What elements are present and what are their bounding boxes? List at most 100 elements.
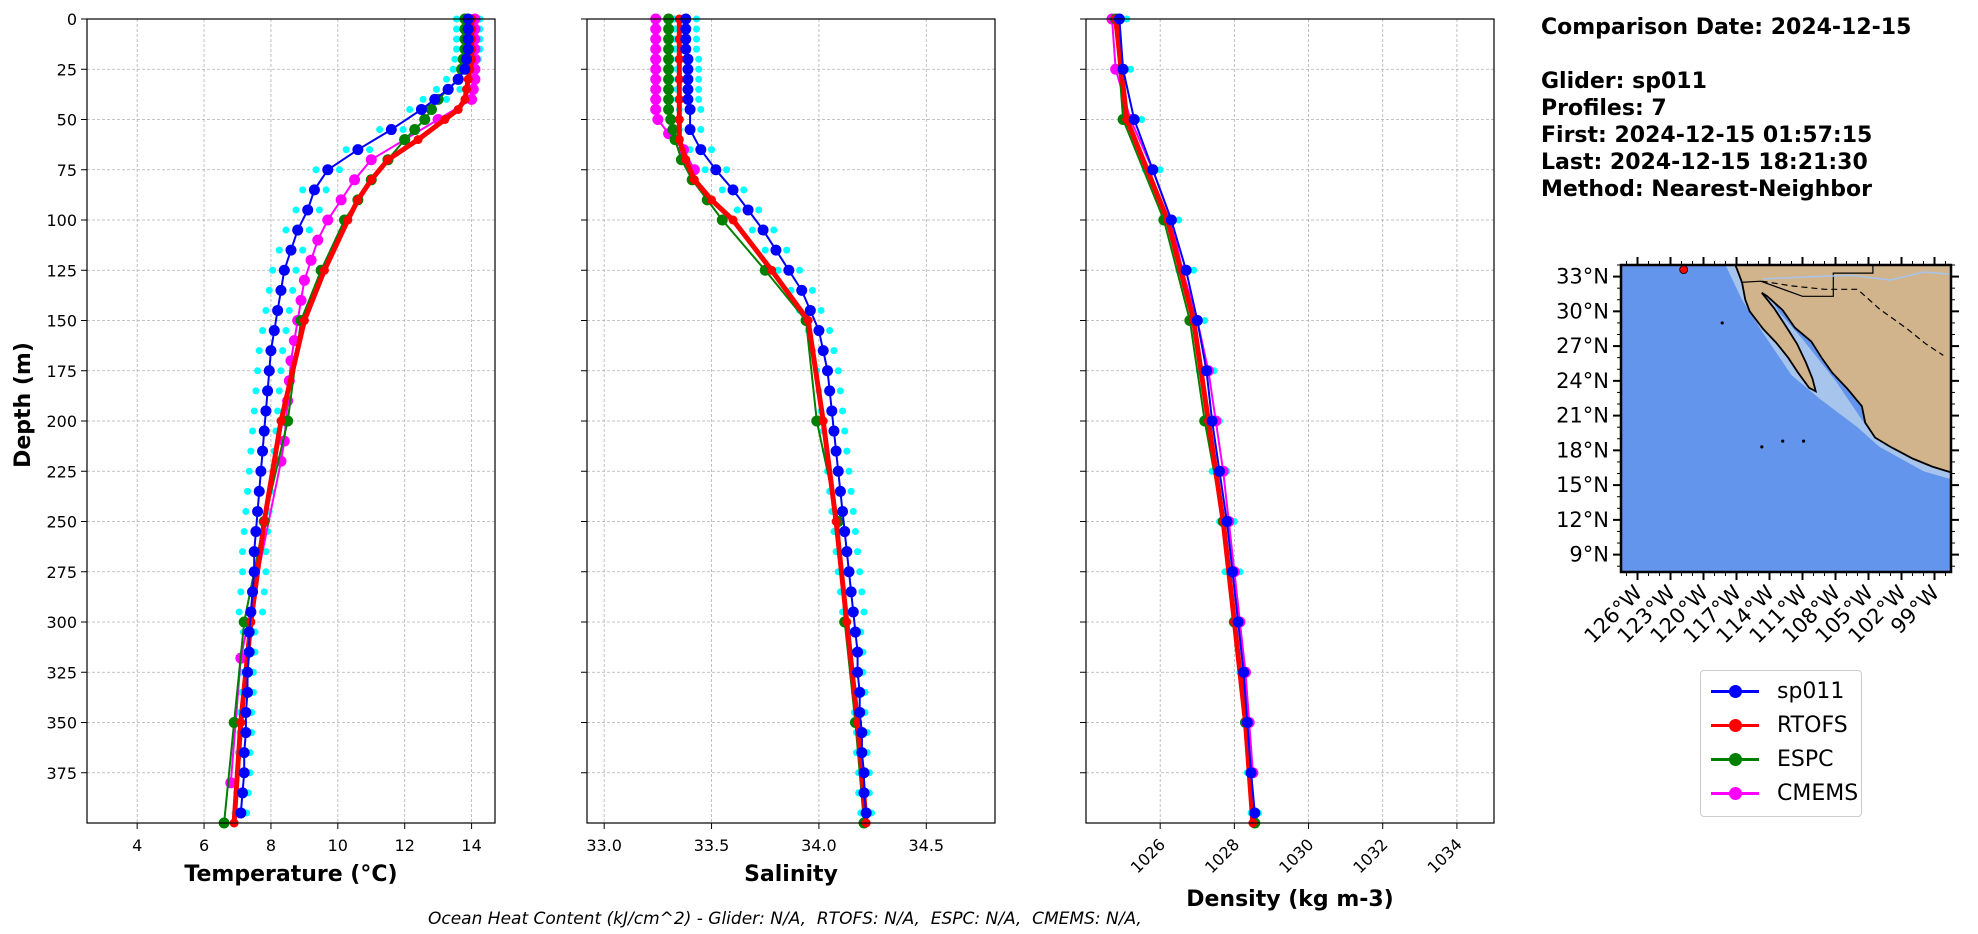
data-point-sp011	[1147, 164, 1159, 176]
x-tick-label: 33.5	[694, 836, 730, 855]
x-tick-label: 8	[266, 836, 276, 855]
salinity-panel: 33.0 33.5 34.0 34.5 Salinity	[581, 13, 996, 887]
data-point-sp011	[245, 606, 257, 618]
lat-label: 21°N	[1556, 404, 1609, 428]
glider-raw-point	[260, 588, 268, 596]
data-point-sp011	[742, 204, 754, 216]
y-tick-label: 225	[46, 462, 77, 481]
data-point-espc	[425, 103, 437, 115]
data-point-cmems	[652, 114, 664, 125]
data-point-cmems	[650, 73, 662, 85]
glider-raw-point	[289, 286, 297, 294]
series-line-cmems	[1111, 18, 1254, 773]
glider-raw-point	[1201, 317, 1209, 324]
temperature-panel: 4 6 8 10 12 14 0 25 50 75 100 125 150 175 200 225 250 275…	[46, 10, 496, 887]
glider-raw-point	[693, 45, 701, 53]
data-point-sp011	[849, 626, 861, 638]
glider-raw-point	[342, 146, 350, 154]
data-point-sp011	[1214, 465, 1226, 477]
data-point-sp011	[260, 405, 272, 417]
glider-raw-point	[305, 226, 313, 234]
data-point-sp011	[695, 144, 707, 156]
glider-raw-point	[247, 447, 255, 455]
glider-raw-point	[1127, 65, 1135, 73]
data-point-rtofs	[453, 104, 463, 114]
data-point-espc	[419, 114, 431, 125]
data-point-sp011	[278, 264, 290, 276]
y-tick-label: 0	[67, 10, 77, 29]
x-axis-label: Density (kg m-3)	[1186, 887, 1394, 912]
glider-raw-point	[399, 126, 407, 134]
data-point-sp011	[682, 93, 694, 105]
glider-raw-point	[315, 206, 323, 214]
data-point-cmems	[650, 83, 662, 95]
glider-raw-point	[239, 568, 247, 576]
island	[1781, 439, 1785, 443]
data-point-sp011	[452, 73, 464, 85]
axes-frame	[586, 18, 996, 824]
glider-raw-point	[693, 25, 701, 33]
data-point-sp011	[841, 546, 853, 558]
glider-raw-point	[697, 126, 705, 134]
data-point-rtofs	[681, 155, 691, 165]
glider-raw-point	[274, 407, 282, 415]
data-point-sp011	[680, 23, 692, 35]
glider-raw-point	[849, 507, 857, 515]
lat-label: 15°N	[1556, 473, 1609, 497]
glider-raw-point	[235, 608, 243, 616]
data-point-sp011	[1165, 214, 1177, 226]
data-point-rtofs	[707, 195, 717, 205]
data-point-rtofs	[674, 135, 684, 145]
data-point-sp011	[858, 787, 870, 799]
glider-raw-point	[693, 35, 701, 43]
data-point-espc	[663, 23, 675, 35]
data-point-sp011	[858, 767, 870, 779]
data-point-cmems	[650, 103, 662, 115]
data-point-sp011	[843, 566, 855, 578]
glider-raw-point	[242, 507, 250, 515]
lat-label: 30°N	[1556, 299, 1609, 323]
data-point-rtofs	[259, 517, 269, 526]
glider-raw-point	[796, 266, 804, 274]
glider-raw-point	[335, 166, 343, 174]
data-point-sp011	[682, 63, 694, 75]
glider-raw-point	[292, 266, 300, 274]
comparison-date: Comparison Date: 2024-12-15	[1541, 15, 1912, 40]
data-point-espc	[228, 717, 240, 728]
glider-raw-point	[834, 367, 842, 375]
data-point-sp011	[826, 405, 838, 417]
data-point-sp011	[385, 124, 397, 136]
island	[1760, 445, 1764, 449]
data-point-rtofs	[831, 517, 841, 526]
data-point-sp011	[240, 706, 252, 718]
data-point-rtofs	[674, 54, 684, 64]
data-point-sp011	[682, 73, 694, 85]
data-point-sp011	[824, 385, 836, 397]
x-tick-label: 6	[199, 836, 209, 855]
glider-raw-point	[856, 568, 864, 576]
glider-raw-point	[748, 226, 756, 234]
glider-raw-point	[366, 146, 374, 154]
y-tick-label: 25	[57, 60, 77, 79]
glider-raw-point	[282, 226, 290, 234]
glider-raw-point	[406, 105, 414, 113]
y-tick-label: 325	[46, 663, 77, 682]
data-point-espc	[238, 616, 250, 628]
data-point-sp011	[1221, 516, 1233, 527]
y-tick-label: 75	[57, 161, 77, 180]
x-axis-label: Temperature (°C)	[184, 862, 397, 887]
data-point-rtofs	[299, 316, 309, 325]
data-point-sp011	[804, 304, 816, 316]
data-point-sp011	[837, 505, 849, 517]
data-point-sp011	[302, 204, 314, 216]
glider-raw-point	[723, 166, 731, 174]
glider-raw-point	[817, 306, 825, 314]
data-point-cmems	[312, 234, 324, 246]
data-point-sp011	[1206, 415, 1218, 427]
glider-raw-point	[262, 568, 270, 576]
x-tick-label: 34.5	[908, 836, 944, 855]
glider-raw-point	[237, 588, 245, 596]
location-map: 33°N30°N27°N24°N21°N18°N15°N12°N9°N126°W…	[1556, 257, 1959, 648]
data-point-sp011	[684, 103, 696, 115]
data-point-sp011	[240, 727, 252, 739]
